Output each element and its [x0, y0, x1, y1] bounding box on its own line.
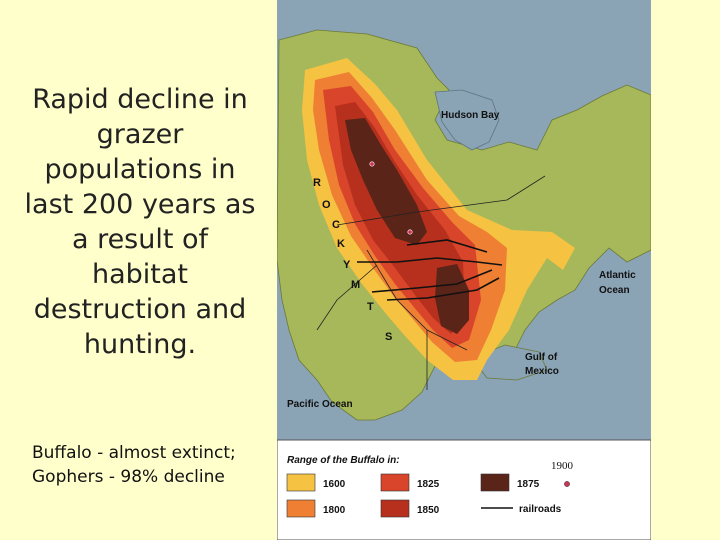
rockies-letter: R	[313, 177, 321, 189]
legend-1900-dot	[564, 481, 570, 487]
legend-swatch-1875	[480, 473, 510, 492]
slide-subtitle: Buffalo - almost extinct; Gophers - 98% …	[32, 443, 236, 487]
legend-label-railroads: railroads	[519, 504, 562, 515]
gulf-label-1: Gulf of	[525, 352, 558, 363]
rockies-letter: T	[367, 301, 374, 313]
buffalo-range-map: R O C K Y M T S Hudson Bay Atlantic Ocea…	[277, 0, 651, 540]
remnant-1900-dot	[369, 161, 375, 167]
legend-swatch-1600	[286, 473, 316, 492]
rockies-letter: Y	[343, 259, 351, 271]
rockies-letter: C	[332, 219, 340, 231]
railroads-lines	[357, 239, 503, 301]
rockies-letter: O	[322, 199, 331, 211]
legend-swatch-1850	[380, 499, 410, 518]
atlantic-label-2: Ocean	[599, 285, 630, 296]
rockies-letter: K	[337, 238, 345, 250]
border-lines	[316, 175, 546, 390]
range-1875-north	[345, 118, 427, 245]
rockies-letter: M	[351, 279, 360, 291]
remnant-1900-dot	[407, 229, 413, 235]
legend-label-1800: 1800	[323, 505, 346, 516]
legend-label-1850: 1850	[417, 505, 440, 516]
atlantic-label-1: Atlantic	[599, 270, 636, 281]
legend-label-1825: 1825	[417, 479, 440, 490]
range-1875-south	[435, 264, 469, 334]
legend-swatch-1825	[380, 473, 410, 492]
pacific-label: Pacific Ocean	[287, 399, 353, 410]
slide-title: Rapid decline in grazer populations in l…	[24, 84, 256, 360]
legend-label-1875: 1875	[517, 479, 540, 490]
legend: Range of the Buffalo in: 1600 1825 1875 …	[277, 439, 651, 540]
legend-label-1600: 1600	[323, 479, 346, 490]
hudson-bay-label: Hudson Bay	[441, 110, 500, 121]
gulf-label-2: Mexico	[525, 366, 559, 377]
legend-title: Range of the Buffalo in:	[287, 455, 400, 466]
rockies-letter: S	[385, 331, 392, 343]
hudson-bay-water	[434, 89, 500, 151]
year-1900-label: 1900	[551, 460, 573, 472]
legend-swatch-1800	[286, 499, 316, 518]
